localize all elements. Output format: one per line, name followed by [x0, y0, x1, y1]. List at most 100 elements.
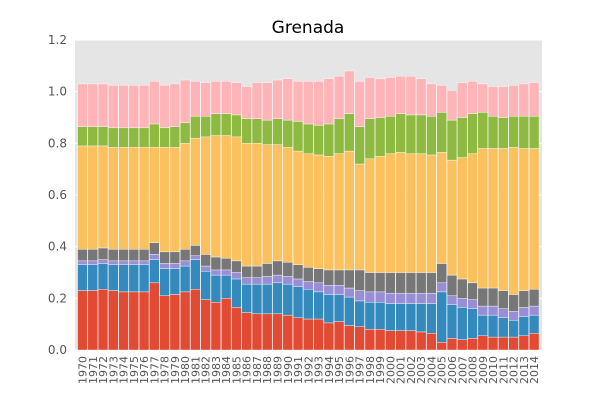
bar-segment [272, 144, 283, 262]
bar-segment [221, 258, 232, 271]
bar-segment [323, 294, 334, 324]
bar-segment [477, 314, 488, 337]
x-tick-label: 1989 [272, 356, 285, 384]
bar-segment [303, 289, 314, 320]
bar-segment [323, 322, 334, 351]
bar-segment [262, 276, 273, 285]
x-tick-label: 1984 [220, 356, 233, 384]
bar-segment [426, 272, 437, 294]
bar-segment [97, 263, 109, 290]
bar-segment [251, 283, 263, 315]
bar-segment [436, 291, 447, 343]
bar-segment [385, 77, 396, 117]
bar-segment [241, 118, 252, 144]
x-tick-label: 1999 [374, 356, 387, 384]
bar-segment [138, 264, 150, 293]
bar-segment [405, 292, 417, 304]
y-tick-label: 0.6 [48, 188, 67, 202]
bar-segment [251, 118, 263, 144]
bar-segment [487, 305, 499, 316]
bar-segment [333, 269, 345, 286]
bar-segment [282, 119, 293, 148]
bar-segment [190, 81, 201, 117]
bar-segment [190, 245, 201, 256]
bar-segment [354, 163, 365, 271]
bar-segment [138, 249, 150, 262]
bar-segment [210, 269, 222, 276]
bar-segment [508, 336, 519, 351]
bar-segment [487, 116, 499, 149]
bar-segment [128, 127, 139, 148]
bar-segment [405, 153, 417, 273]
bar-segment [292, 81, 304, 122]
bar-segment [426, 292, 437, 304]
x-tick-label: 2001 [395, 356, 408, 384]
bar-segment [457, 82, 468, 118]
bar-segment [375, 329, 386, 351]
bar-segment [179, 79, 191, 123]
bar-segment [108, 264, 119, 291]
bar-segment [190, 137, 201, 246]
bar-segment [231, 114, 242, 138]
bar-segment [344, 296, 355, 326]
x-tick-label: 2006 [446, 356, 459, 384]
bar-segment [118, 264, 129, 293]
bar-segment [149, 123, 160, 148]
bar-segment [77, 290, 88, 351]
bar-segment [241, 283, 252, 313]
bar-segment [364, 302, 376, 330]
x-tick-label: 2005 [436, 356, 449, 384]
bar-segment [149, 147, 160, 243]
bar-segment [262, 144, 273, 264]
bar-segment [179, 265, 191, 293]
bar-segment [477, 83, 488, 113]
bar-segment [344, 287, 355, 298]
bar-segment [241, 277, 252, 285]
bar-segment [241, 143, 252, 267]
bar-segment [87, 83, 98, 127]
bar-segment [364, 291, 376, 303]
bar-segment [87, 126, 98, 147]
bar-segment [467, 282, 478, 300]
bar-segment [262, 283, 273, 315]
bar-segment [159, 251, 170, 264]
bar-segment [169, 263, 180, 269]
bar-segment [333, 285, 345, 295]
bar-segment [518, 335, 529, 351]
bar-segment [138, 260, 150, 265]
x-tick-label: 1986 [241, 356, 254, 384]
bar-segment [272, 313, 283, 351]
bar-segment [159, 147, 170, 253]
bar-segment [518, 290, 529, 308]
bar-segment [436, 85, 447, 113]
bar-segment [159, 295, 170, 351]
bar-segment [508, 294, 519, 312]
bar-segment [138, 147, 150, 250]
bar-segment [169, 83, 180, 127]
bar-segment [128, 264, 139, 293]
bar-segment [477, 112, 488, 149]
x-tick-label: 1974 [118, 356, 131, 384]
bar-segment [262, 313, 273, 351]
bar-segment [128, 260, 139, 265]
bar-segment [282, 78, 293, 121]
bar-segment [498, 117, 509, 149]
bar-segment [364, 158, 376, 273]
bar-segment [282, 276, 293, 285]
bar-segment [313, 154, 324, 269]
bar-segment [528, 148, 540, 290]
bar-segment [487, 86, 499, 117]
bar-segment [405, 75, 417, 116]
bar-segment [467, 113, 478, 154]
bar-segment [138, 127, 150, 148]
bar-segment [375, 117, 386, 157]
x-tick-label: 1988 [261, 356, 274, 384]
bar-segment [118, 127, 129, 148]
bar-segment [344, 70, 355, 114]
bar-segment [457, 117, 468, 158]
bar-segment [179, 291, 191, 351]
bar-segment [333, 321, 345, 351]
bar-segment [364, 272, 376, 293]
bar-segment [179, 143, 191, 250]
